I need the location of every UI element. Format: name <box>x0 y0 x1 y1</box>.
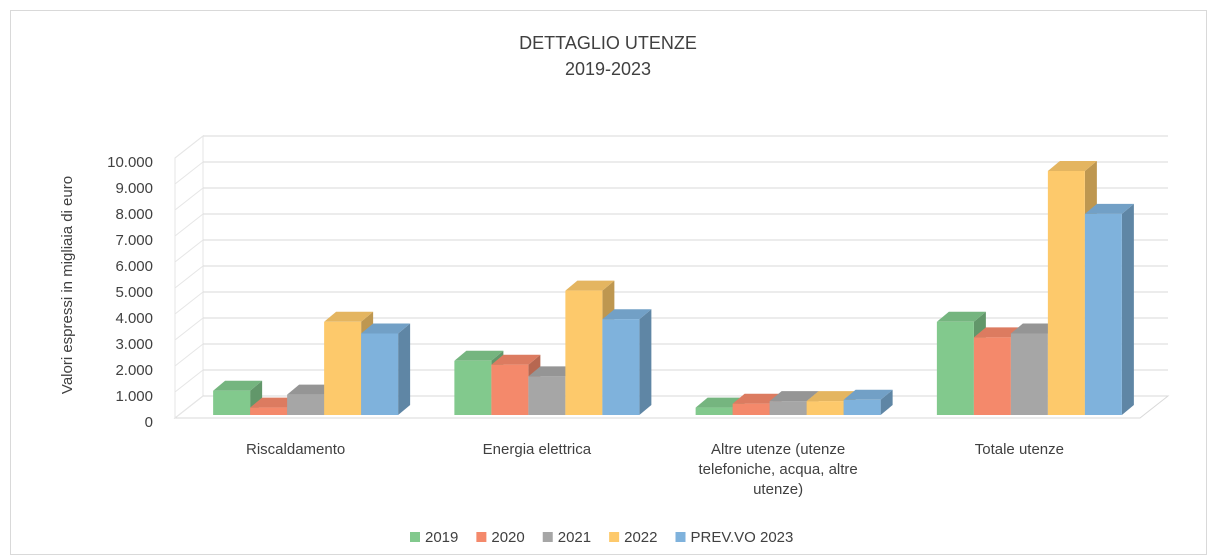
grid-line-side <box>174 395 204 419</box>
bar <box>695 407 733 415</box>
bar <box>732 403 770 415</box>
bar <box>454 360 492 415</box>
grid-line-side <box>174 135 204 159</box>
bar-top <box>491 354 541 365</box>
legend-label: 2020 <box>491 529 524 546</box>
bar-top <box>361 323 411 334</box>
bar <box>769 401 807 415</box>
y-tick-label: 0 <box>145 414 153 431</box>
y-tick-label: 7.000 <box>115 232 153 249</box>
bar-side <box>639 309 652 415</box>
y-tick-label: 4.000 <box>115 310 153 327</box>
bar <box>1047 171 1085 415</box>
y-axis-label: Valori espressi in migliaia di euro <box>59 176 76 394</box>
bar-top <box>936 311 986 322</box>
legend-swatch <box>476 532 487 542</box>
bar-top <box>602 309 652 320</box>
bar <box>806 401 844 415</box>
chart-subtitle: 2019-2023 <box>565 59 651 79</box>
y-tick-label: 8.000 <box>115 206 153 223</box>
legend-label: 2021 <box>558 529 591 546</box>
bar <box>324 321 362 415</box>
bar <box>602 319 640 415</box>
grid-line-side <box>174 239 204 263</box>
y-tick-label: 1.000 <box>115 388 153 405</box>
bar <box>361 333 399 415</box>
bar <box>213 390 251 415</box>
bar-top <box>213 380 263 391</box>
bar-top <box>1010 323 1060 334</box>
bar <box>565 290 603 415</box>
x-tick-label: Riscaldamento <box>246 441 346 458</box>
bar-side <box>880 389 893 415</box>
legend-swatch <box>542 532 553 542</box>
y-tick-label: 3.000 <box>115 336 153 353</box>
bar <box>936 321 974 415</box>
bar-top <box>528 366 578 377</box>
x-tick-label: Energia elettrica <box>482 441 592 458</box>
chart-title: DETTAGLIO UTENZE <box>519 33 697 53</box>
bar-side <box>1121 203 1134 415</box>
bar-top <box>973 327 1023 338</box>
bar <box>287 394 325 415</box>
legend-swatch <box>410 532 420 542</box>
legend-swatch <box>675 532 686 542</box>
y-tick-label: 5.000 <box>115 284 153 301</box>
legend-swatch <box>609 532 620 542</box>
bar-top <box>732 393 782 404</box>
bar-top <box>454 350 504 361</box>
legend-label: 2022 <box>624 529 657 546</box>
grid-line-side <box>174 161 204 185</box>
bar-top <box>565 280 615 291</box>
grid-line-side <box>174 291 204 315</box>
bar <box>1084 213 1122 415</box>
bar-side <box>398 323 411 415</box>
bar <box>973 337 1011 415</box>
bar <box>491 364 529 415</box>
grid-line-side <box>174 343 204 367</box>
grid-line-side <box>174 265 204 289</box>
bar-top <box>287 384 337 395</box>
bar-top <box>250 397 300 408</box>
x-tick-label: Altre utenze (utenze telefoniche, acqua,… <box>698 441 858 498</box>
bar-top <box>769 391 819 402</box>
legend-label: PREV.VO 2023 <box>691 529 794 546</box>
grid-line-side <box>174 187 204 211</box>
grid-line-side <box>174 317 204 341</box>
bar-top <box>806 391 856 402</box>
legend-label: 2019 <box>425 529 458 546</box>
y-tick-label: 10.000 <box>107 154 153 171</box>
bar <box>528 376 566 415</box>
bar <box>1010 333 1048 415</box>
bar <box>250 407 288 415</box>
bar-top <box>1047 161 1097 171</box>
bar-top <box>324 311 374 322</box>
bar-top <box>695 397 745 408</box>
bar <box>843 399 881 415</box>
bar-top <box>1084 203 1134 214</box>
y-tick-label: 2.000 <box>115 362 153 379</box>
bar-top <box>843 389 893 400</box>
grid-line-side <box>174 369 204 393</box>
y-tick-label: 6.000 <box>115 258 153 275</box>
grid-line-side <box>174 213 204 237</box>
y-tick-label: 9.000 <box>115 180 153 197</box>
x-tick-label: Totale utenze <box>974 441 1064 458</box>
